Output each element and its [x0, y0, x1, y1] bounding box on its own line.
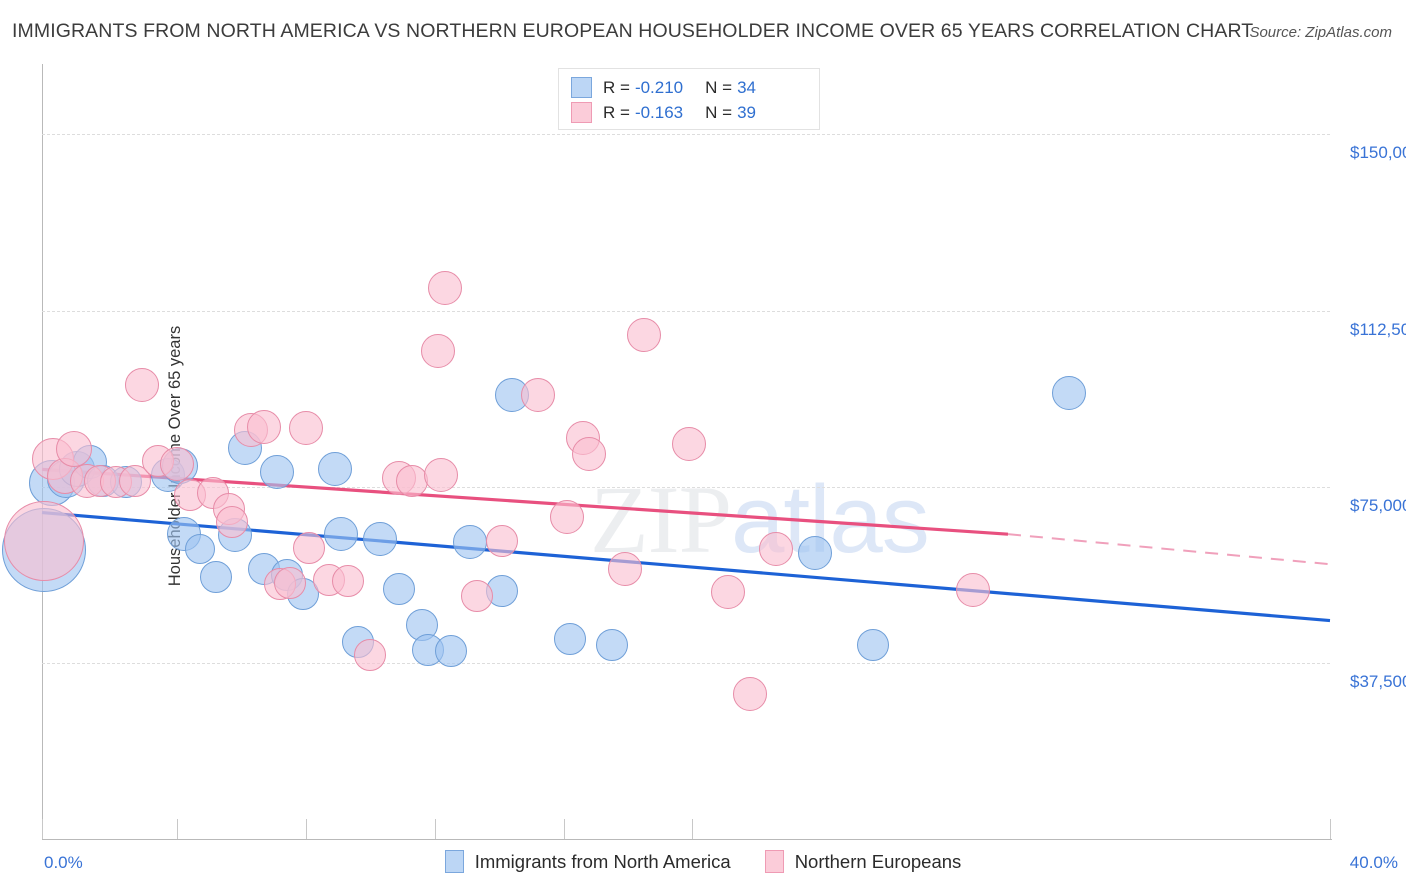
data-point-pink[interactable]	[124, 368, 159, 403]
data-point-pink[interactable]	[520, 377, 555, 412]
trendline-pink-extrapolated	[1007, 533, 1331, 566]
data-point-pink[interactable]	[759, 532, 794, 567]
data-point-pink[interactable]	[572, 437, 607, 472]
data-point-pink[interactable]	[3, 501, 84, 582]
series-label-blue: Immigrants from North America	[474, 850, 731, 872]
data-point-pink[interactable]	[424, 457, 459, 492]
series-swatch-blue	[444, 850, 464, 873]
x-axis-tick	[1330, 819, 1331, 839]
x-axis-tick	[563, 819, 565, 839]
data-point-blue[interactable]	[1052, 375, 1087, 410]
n-value-pink: 39	[737, 102, 756, 122]
gridline-y	[42, 662, 1330, 664]
data-point-pink[interactable]	[955, 572, 990, 607]
data-point-blue[interactable]	[554, 623, 587, 656]
data-point-pink[interactable]	[672, 426, 707, 461]
correlation-row-blue: R = -0.210 N = 34	[571, 75, 809, 100]
x-axis-tick	[177, 819, 179, 839]
data-point-blue[interactable]	[797, 536, 832, 571]
correlation-row-pink: R = -0.163 N = 39	[571, 100, 809, 125]
series-label-pink: Northern Europeans	[794, 850, 962, 872]
series-legend-item-immigrants-north-america[interactable]: Immigrants from North America	[444, 850, 731, 873]
data-point-pink[interactable]	[354, 638, 387, 671]
n-label-blue: N =	[705, 77, 733, 97]
data-point-blue[interactable]	[453, 525, 488, 560]
x-axis-tick	[434, 819, 436, 839]
data-point-pink[interactable]	[289, 411, 324, 445]
series-legend: Immigrants from North America Northern E…	[0, 850, 1406, 873]
gridline-y	[42, 134, 1330, 136]
data-point-pink[interactable]	[627, 318, 662, 352]
gridline-y	[42, 310, 1330, 312]
data-point-pink[interactable]	[486, 524, 519, 557]
source-attribution: Source: ZipAtlas.com	[1249, 24, 1392, 41]
data-point-blue[interactable]	[184, 534, 215, 565]
data-point-pink[interactable]	[247, 410, 282, 445]
data-point-blue[interactable]	[318, 451, 353, 486]
data-point-pink[interactable]	[427, 270, 462, 305]
data-point-pink[interactable]	[160, 447, 195, 482]
x-axis-min-label: 0.0%	[44, 853, 83, 872]
r-value-pink: -0.163	[634, 102, 684, 122]
x-axis-tick	[42, 819, 43, 839]
data-point-blue[interactable]	[260, 454, 295, 489]
data-point-blue[interactable]	[324, 517, 359, 552]
trendline-blue	[41, 510, 1331, 623]
page-title: IMMIGRANTS FROM NORTH AMERICA VS NORTHER…	[12, 20, 1254, 42]
data-point-pink[interactable]	[293, 531, 326, 564]
y-axis-tick-label: $112,500	[1350, 319, 1406, 339]
series-legend-item-northern-europeans[interactable]: Northern Europeans	[764, 850, 962, 873]
r-label-pink: R =	[603, 102, 630, 122]
n-label-pink: N =	[705, 102, 733, 122]
data-point-pink[interactable]	[396, 465, 429, 498]
series-swatch-pink	[764, 850, 784, 873]
correlation-legend: R = -0.210 N = 34 R = -0.163 N = 39	[558, 68, 820, 130]
legend-swatch-northern-europeans	[571, 102, 592, 123]
x-axis-tick	[306, 819, 308, 839]
data-point-pink[interactable]	[273, 566, 306, 599]
data-point-blue[interactable]	[363, 522, 398, 557]
y-axis-tick-label: $75,000	[1350, 495, 1406, 515]
data-point-pink[interactable]	[421, 334, 456, 369]
data-point-blue[interactable]	[856, 629, 889, 662]
n-value-blue: 34	[737, 77, 756, 97]
data-point-pink[interactable]	[710, 574, 745, 609]
data-point-blue[interactable]	[595, 629, 628, 661]
data-point-pink[interactable]	[607, 552, 642, 587]
x-axis-tick	[692, 819, 694, 839]
plot-area: ZIPatlas $150,000$112,500$75,000$37,500	[1, 64, 1406, 839]
x-axis-max-label: 40.0%	[1349, 853, 1398, 872]
data-point-pink[interactable]	[56, 431, 93, 468]
data-point-blue[interactable]	[199, 561, 232, 594]
x-axis-line	[42, 839, 1332, 840]
data-point-pink[interactable]	[460, 580, 493, 613]
data-point-pink[interactable]	[331, 564, 364, 597]
data-point-pink[interactable]	[549, 499, 584, 534]
gridline-y	[42, 486, 1330, 488]
legend-swatch-immigrants-north-america	[571, 77, 592, 98]
data-point-pink[interactable]	[215, 506, 248, 539]
y-axis-tick-label: $150,000	[1350, 143, 1406, 163]
data-point-blue[interactable]	[383, 572, 416, 605]
r-label-blue: R =	[603, 77, 630, 97]
data-point-pink[interactable]	[733, 676, 768, 711]
data-point-blue[interactable]	[434, 634, 467, 667]
y-axis-tick-label: $37,500	[1350, 671, 1406, 691]
r-value-blue: -0.210	[634, 77, 684, 97]
